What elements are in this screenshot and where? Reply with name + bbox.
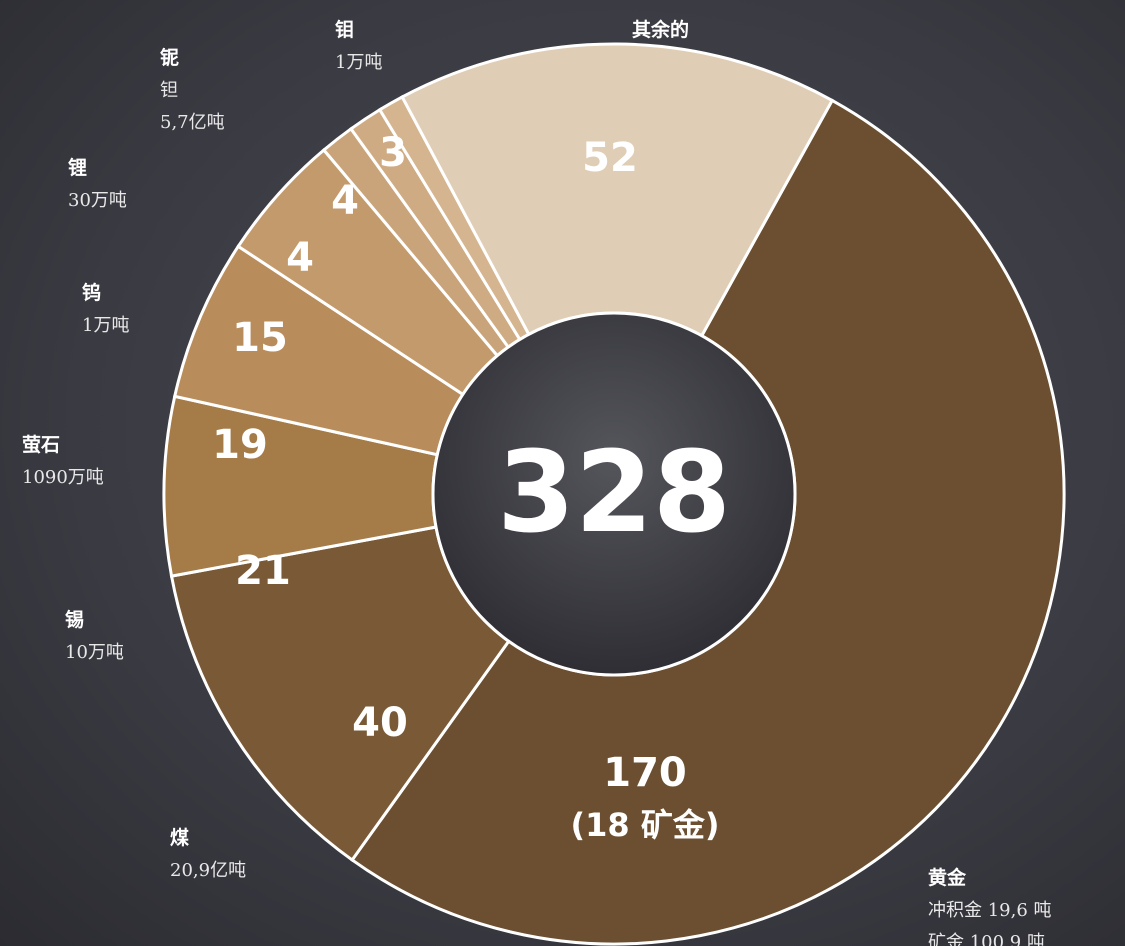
category-label: 铌 xyxy=(160,46,179,69)
value-label: 4 xyxy=(331,178,359,224)
category-detail: 1090万吨 xyxy=(22,467,104,488)
value-label: 21 xyxy=(235,548,291,594)
category-label: 其余的 xyxy=(632,18,689,41)
category-label: 钨 xyxy=(82,281,101,304)
value-note: (18 矿金) xyxy=(571,806,720,844)
value-label: 19 xyxy=(212,422,268,468)
category-label: 锂 xyxy=(68,156,87,179)
category-detail: 10万吨 xyxy=(65,642,124,663)
category-detail: 1万吨 xyxy=(82,315,129,336)
page: 328 170 (18 矿金) 黄金冲积金 19,6 吨矿金 100,9 吨 40 煤 2… xyxy=(0,0,1125,946)
chart: 328 170 (18 矿金) 黄金冲积金 19,6 吨矿金 100,9 吨 40 煤 2… xyxy=(0,0,1125,946)
category-detail: 1万吨 xyxy=(335,52,382,73)
value-label: 170 xyxy=(603,750,687,796)
category-detail: 5,7亿吨 xyxy=(160,112,225,133)
category-detail: 矿金 100,9 吨 xyxy=(928,932,1045,946)
category-label: 钼 xyxy=(335,18,354,41)
category-detail: 30万吨 xyxy=(68,190,127,211)
category-detail: 冲积金 19,6 吨 xyxy=(928,900,1052,921)
total: 328 xyxy=(497,428,731,558)
value-label: 52 xyxy=(582,135,638,181)
value-label: 4 xyxy=(286,235,314,281)
category-label: 黄金 xyxy=(928,866,967,889)
category-detail: 20,9亿吨 xyxy=(170,860,246,881)
value-label: 15 xyxy=(232,315,288,361)
category-label: 煤 xyxy=(170,827,189,849)
category-label: 锡 xyxy=(65,608,84,631)
value-label: 3 xyxy=(379,130,407,176)
value-label: 40 xyxy=(352,700,408,746)
category-label: 萤石 xyxy=(22,433,60,456)
category-detail: 钽 xyxy=(160,80,178,101)
